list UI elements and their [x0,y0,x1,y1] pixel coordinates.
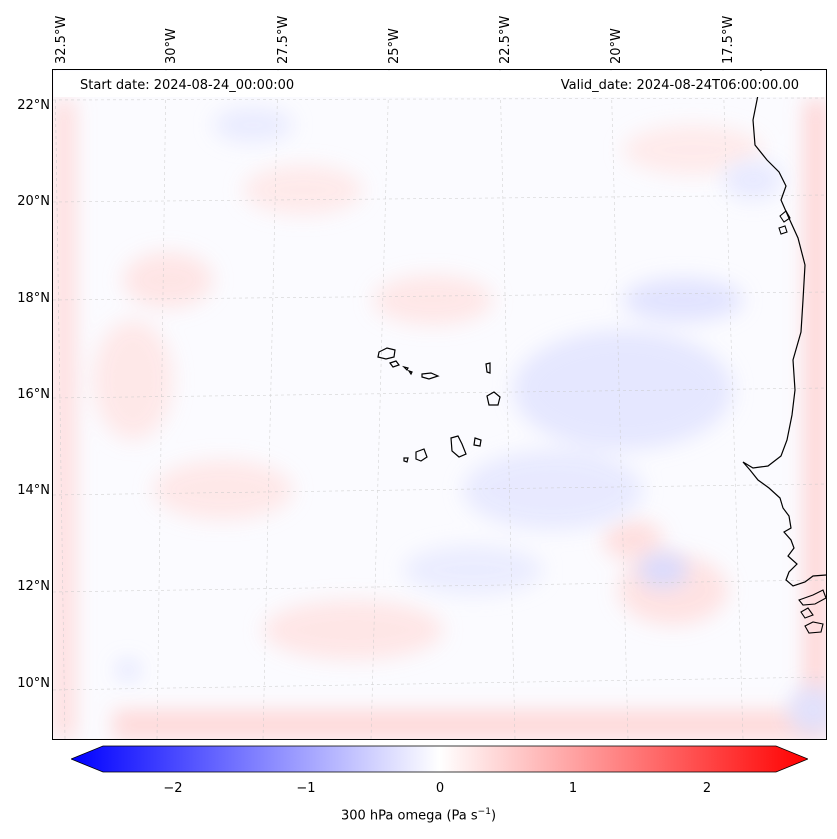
start-date-label: Start date: 2024-08-24_00:00:00 [80,78,295,93]
colorbar-label: 300 hPa omega (Pa s−1) [340,807,497,824]
lat-label: 10°N [17,676,50,691]
map-panel: Start date: 2024-08-24_00:00:00 Valid_da… [52,69,827,740]
lat-label: 22°N [17,98,50,113]
colorbar [71,745,808,773]
islands [377,347,501,463]
lat-label: 16°N [17,387,50,402]
lon-label: 27.5°W [276,15,291,64]
lon-label: 22.5°W [498,15,513,64]
lat-label: 18°N [17,291,50,306]
colorbar-tick: −2 [163,781,183,796]
omega-field [53,70,826,739]
colorbar-tick: 2 [702,781,712,796]
lon-label: 25°W [387,28,402,64]
colorbar-tick: 0 [435,781,445,796]
lat-label: 14°N [17,483,50,498]
coastal-islands [778,210,826,634]
header-strip: Start date: 2024-08-24_00:00:00 Valid_da… [54,71,825,97]
lat-label: 20°N [17,194,50,209]
colorbar-tick: 1 [568,781,578,796]
lon-label: 32.5°W [54,15,69,64]
colorbar-fill [71,745,808,773]
valid-date-label: Valid_date: 2024-08-24T06:00:00.00 [560,78,799,93]
lat-label: 12°N [17,579,50,594]
lon-label: 20°W [609,28,624,64]
gridlines [53,70,826,739]
coastline [742,70,826,587]
colorbar-tick: −1 [296,781,316,796]
lon-label: 30°W [164,28,179,64]
lon-label: 17.5°W [721,15,736,64]
